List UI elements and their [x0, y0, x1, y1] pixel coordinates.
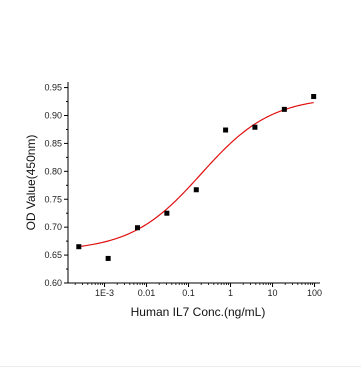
fit-curve — [78, 101, 314, 248]
x-tick-label: 100 — [307, 288, 322, 298]
x-tick-label: 0.01 — [138, 288, 156, 298]
data-points-layer — [76, 94, 317, 261]
x-tick-label: 1E-3 — [95, 288, 114, 298]
data-point — [135, 225, 141, 231]
data-point — [281, 106, 287, 112]
data-point — [193, 187, 199, 193]
y-tick-label: 0.90 — [44, 111, 62, 121]
y-axis: 0.60 0.65 0.70 0.75 0.80 0.85 0.90 0.95 — [44, 82, 69, 288]
y-tick-label: 0.75 — [44, 194, 62, 204]
y-tick-label: 0.85 — [44, 138, 62, 148]
y-tick-label: 0.95 — [44, 83, 62, 93]
data-point — [164, 210, 170, 216]
x-tick-label: 10 — [268, 288, 278, 298]
x-axis: 1E-3 0.01 0.1 1 10 100 — [68, 282, 322, 298]
y-tick-label: 0.60 — [44, 278, 62, 288]
data-point — [76, 244, 82, 250]
x-tick-label: 1 — [228, 288, 233, 298]
y-tick-label: 0.70 — [44, 222, 62, 232]
y-tick-label: 0.80 — [44, 166, 62, 176]
data-point — [311, 94, 317, 100]
x-tick-label: 0.1 — [182, 288, 195, 298]
y-tick-label: 0.65 — [44, 250, 62, 260]
data-point — [252, 124, 258, 130]
data-point — [105, 255, 111, 261]
fit-curve-layer — [78, 101, 314, 248]
data-point — [223, 127, 229, 133]
y-axis-title: OD Value(450nm) — [24, 135, 38, 231]
x-axis-title: Human IL7 Conc.(ng/mL) — [131, 305, 266, 319]
